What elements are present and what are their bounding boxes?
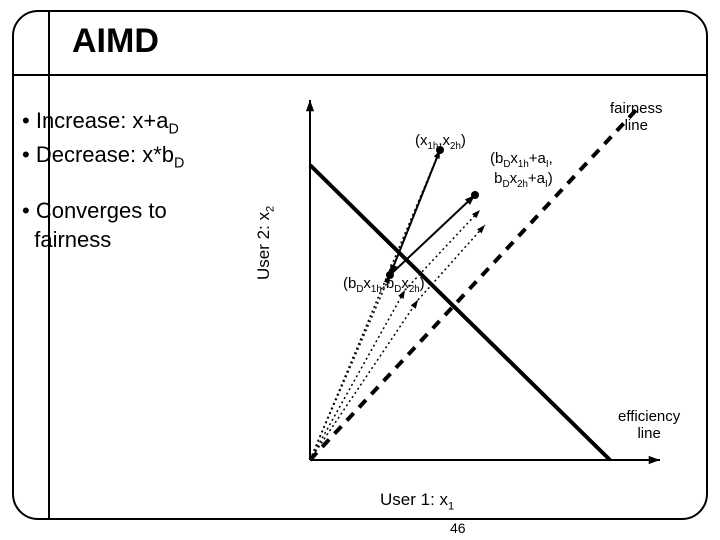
bullet-list: • Increase: x+aD • Decrease: x*bD • Conv… (22, 108, 184, 256)
spacer (22, 176, 184, 194)
point-increased-label: (bDx1h+aI, bDx2h+aI) (490, 150, 553, 190)
bullet-increase: • Increase: x+aD (22, 108, 184, 138)
slide-title: AIMD (72, 22, 159, 61)
point-low-label: (bDx1h,bDx2h) (343, 275, 425, 295)
bullet-decrease: • Decrease: x*bD (22, 142, 184, 172)
bullet-converges: • Converges to (22, 198, 184, 223)
bullet-fairness: fairness (22, 227, 184, 252)
x-axis-label: User 1: x1 (380, 490, 454, 512)
fairness-line-label: fairnessline (610, 100, 663, 134)
y-axis-label: User 2: x2 (254, 206, 276, 280)
vertical-divider (48, 10, 50, 520)
point-high-label: (x1h,x2h) (415, 132, 466, 152)
page-number: 46 (450, 520, 466, 536)
efficiency-line-label: efficiencyline (618, 408, 680, 442)
